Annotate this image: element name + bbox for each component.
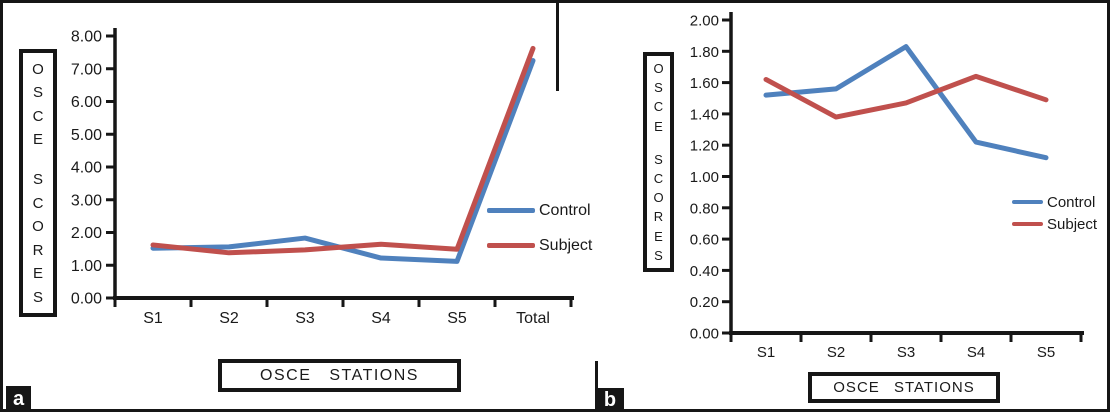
- subject-line-swatch: [487, 243, 535, 248]
- y-axis-title-char: S: [654, 80, 663, 96]
- svg-text:0.80: 0.80: [690, 200, 719, 217]
- panel-label-a: a: [6, 386, 31, 409]
- legend-b: Control Subject: [1012, 191, 1097, 235]
- y-axis-title-char: S: [654, 247, 663, 263]
- y-axis-title-char: S: [654, 151, 663, 167]
- x-axis-title-b: OSCE STATIONS: [833, 379, 975, 396]
- legend-item-control: Control: [1012, 191, 1097, 213]
- svg-text:S2: S2: [827, 344, 845, 361]
- x-axis-title-box-b: OSCE STATIONS: [808, 372, 1000, 403]
- y-axis-title-char: C: [32, 107, 44, 125]
- svg-text:0.60: 0.60: [690, 232, 719, 249]
- svg-text:S5: S5: [447, 310, 467, 327]
- svg-text:8.00: 8.00: [71, 29, 102, 46]
- y-axis-title-char: C: [32, 194, 44, 212]
- legend-label-control: Control: [535, 200, 593, 221]
- svg-text:1.00: 1.00: [690, 169, 719, 186]
- svg-text:2.00: 2.00: [690, 13, 719, 30]
- svg-text:0.00: 0.00: [71, 291, 102, 308]
- legend-item-control: Control: [487, 193, 594, 228]
- y-axis-title-char: S: [32, 288, 43, 306]
- legend-item-subject: Subject: [1012, 213, 1097, 235]
- svg-text:4.00: 4.00: [71, 160, 102, 177]
- y-axis-title-char: S: [32, 171, 43, 188]
- legend-item-subject: Subject: [487, 228, 595, 263]
- y-axis-title-char: R: [32, 241, 44, 259]
- y-axis-title-char: C: [653, 171, 664, 187]
- svg-text:6.00: 6.00: [71, 94, 102, 111]
- y-axis-title-char: E: [654, 228, 663, 244]
- svg-text:S4: S4: [967, 344, 985, 361]
- subject-line-swatch: [1012, 221, 1043, 227]
- svg-text:S3: S3: [295, 310, 315, 327]
- control-line-swatch: [487, 208, 535, 213]
- panel-divider-fragment: [595, 361, 598, 409]
- x-axis-title-a: OSCE STATIONS: [260, 366, 419, 384]
- y-axis-title-char: O: [32, 218, 44, 235]
- panel-label-b: b: [596, 388, 624, 409]
- svg-text:S4: S4: [371, 310, 391, 327]
- svg-text:S5: S5: [1037, 344, 1055, 361]
- y-axis-title-char: O: [32, 60, 44, 78]
- y-axis-title-char: E: [32, 131, 43, 148]
- svg-text:7.00: 7.00: [71, 61, 102, 78]
- control-line-swatch: [1012, 199, 1043, 205]
- svg-text:S1: S1: [143, 310, 163, 327]
- svg-text:3.00: 3.00: [71, 192, 102, 209]
- y-axis-title-char: S: [32, 84, 43, 101]
- svg-text:0.40: 0.40: [690, 263, 719, 280]
- panel-divider: [556, 3, 559, 91]
- y-axis-title-char: O: [653, 61, 664, 77]
- svg-text:1.60: 1.60: [690, 75, 719, 92]
- y-axis-title-char: E: [654, 118, 663, 134]
- svg-text:S2: S2: [219, 310, 239, 327]
- svg-text:1.20: 1.20: [690, 138, 719, 155]
- svg-text:1.80: 1.80: [690, 44, 719, 61]
- x-axis-title-box-a: OSCE STATIONS: [218, 359, 461, 392]
- legend-label-control: Control: [1047, 193, 1096, 211]
- svg-text:Total: Total: [516, 310, 550, 327]
- svg-text:1.00: 1.00: [71, 258, 102, 275]
- svg-text:1.40: 1.40: [690, 106, 719, 123]
- svg-text:0.20: 0.20: [690, 294, 719, 311]
- svg-text:0.00: 0.00: [690, 326, 719, 343]
- y-axis-title-char: C: [653, 99, 664, 115]
- svg-text:S1: S1: [757, 344, 775, 361]
- y-axis-title-char: R: [653, 209, 664, 225]
- legend-a: Control Subject: [487, 193, 595, 263]
- svg-text:2.00: 2.00: [71, 225, 102, 242]
- y-axis-title-char: O: [653, 190, 664, 206]
- legend-label-subject: Subject: [535, 235, 595, 256]
- y-axis-title-char: E: [32, 265, 43, 282]
- svg-text:5.00: 5.00: [71, 127, 102, 144]
- svg-text:S3: S3: [897, 344, 915, 361]
- legend-label-subject: Subject: [1047, 215, 1098, 233]
